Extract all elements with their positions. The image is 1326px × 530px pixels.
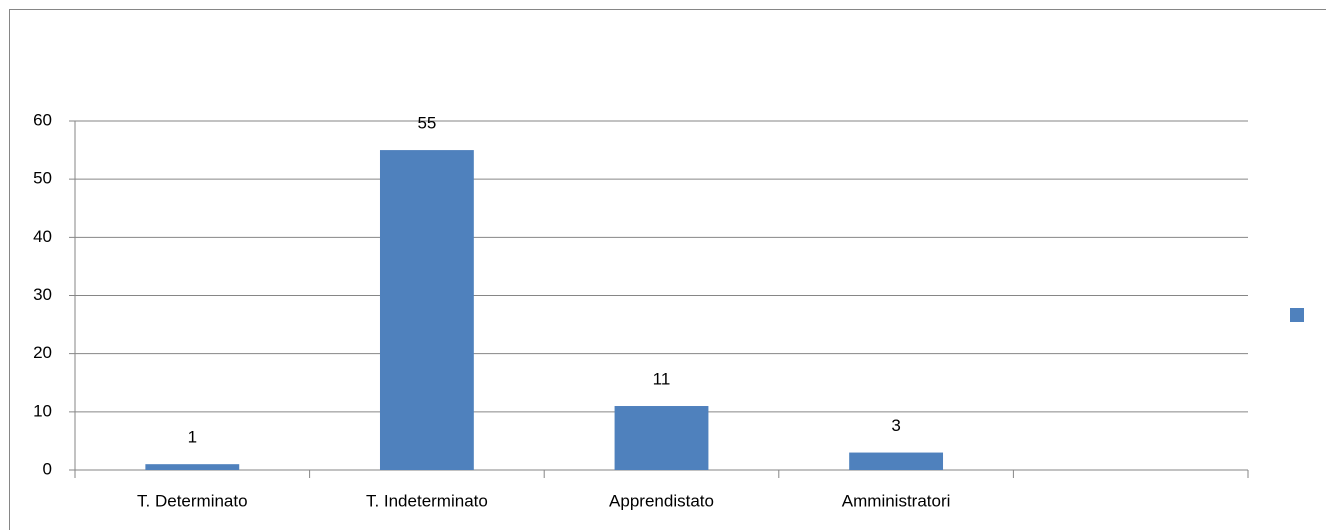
data-label: 11 xyxy=(653,370,671,389)
y-tick-label: 10 xyxy=(33,401,52,420)
bar xyxy=(849,452,944,470)
bar xyxy=(145,464,240,470)
y-tick-label: 50 xyxy=(33,169,52,188)
x-tick-label: Apprendistato xyxy=(609,491,714,510)
y-tick-label: 0 xyxy=(43,459,52,478)
y-tick-label: 40 xyxy=(33,227,52,246)
data-label: 55 xyxy=(417,114,436,133)
x-tick-label: T. Indeterminato xyxy=(366,491,488,510)
bar xyxy=(379,150,474,471)
y-tick-label: 60 xyxy=(33,110,52,129)
data-label: 3 xyxy=(891,416,900,435)
x-tick-label: Amministratori xyxy=(842,491,951,510)
y-tick-label: 20 xyxy=(33,343,52,362)
x-tick-label: T. Determinato xyxy=(137,491,248,510)
legend-marker xyxy=(1290,308,1304,322)
bar xyxy=(614,406,709,470)
y-tick-label: 30 xyxy=(33,285,52,304)
data-label: 1 xyxy=(188,428,197,447)
chart-frame xyxy=(9,9,1326,530)
